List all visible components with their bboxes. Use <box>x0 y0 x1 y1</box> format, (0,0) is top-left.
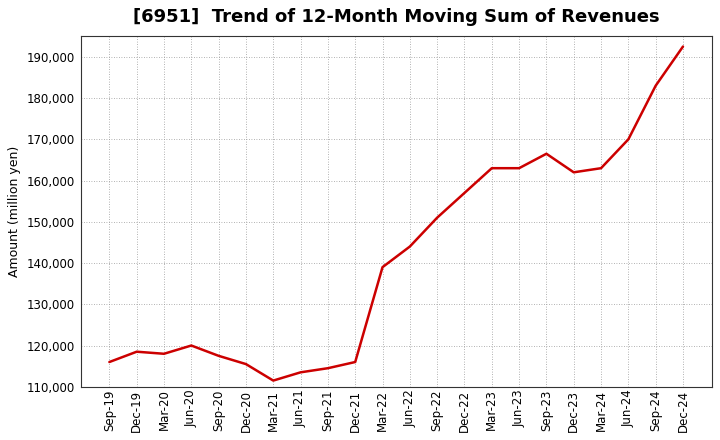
Y-axis label: Amount (million yen): Amount (million yen) <box>9 146 22 277</box>
Title: [6951]  Trend of 12-Month Moving Sum of Revenues: [6951] Trend of 12-Month Moving Sum of R… <box>133 8 660 26</box>
